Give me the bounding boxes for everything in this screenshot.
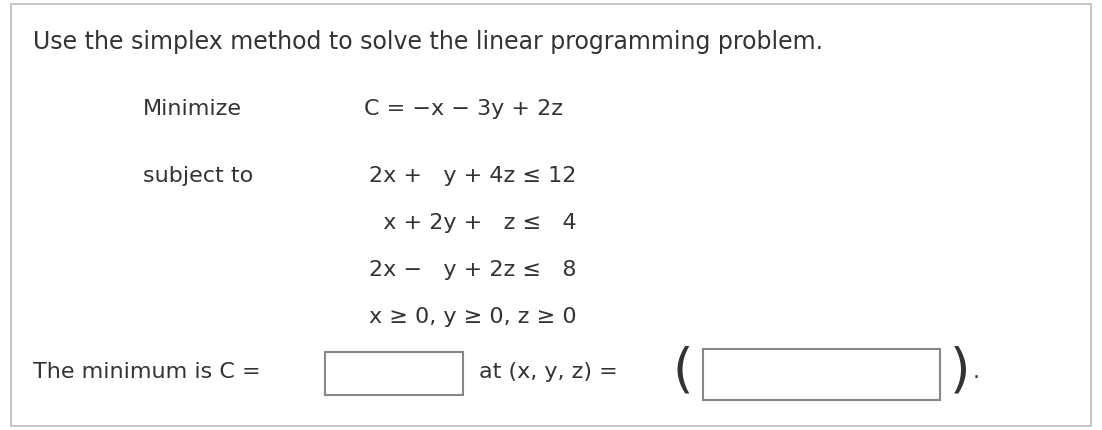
Text: x ≥ 0, y ≥ 0, z ≥ 0: x ≥ 0, y ≥ 0, z ≥ 0 bbox=[369, 307, 576, 328]
Text: x + 2y +   z ≤   4: x + 2y + z ≤ 4 bbox=[369, 213, 576, 233]
Text: Use the simplex method to solve the linear programming problem.: Use the simplex method to solve the line… bbox=[33, 30, 823, 54]
Text: Minimize: Minimize bbox=[143, 99, 242, 119]
Text: at (x, y, z) =: at (x, y, z) = bbox=[479, 362, 618, 382]
Text: 2x −   y + 2z ≤   8: 2x − y + 2z ≤ 8 bbox=[369, 260, 576, 280]
Text: The minimum is C =: The minimum is C = bbox=[33, 362, 261, 382]
FancyBboxPatch shape bbox=[11, 4, 1091, 426]
FancyBboxPatch shape bbox=[703, 349, 940, 400]
FancyBboxPatch shape bbox=[325, 352, 463, 395]
Text: 2x +   y + 4z ≤ 12: 2x + y + 4z ≤ 12 bbox=[369, 166, 576, 186]
Text: C = −x − 3y + 2z: C = −x − 3y + 2z bbox=[364, 99, 563, 119]
Text: ): ) bbox=[950, 346, 971, 398]
Text: (: ( bbox=[672, 346, 693, 398]
Text: subject to: subject to bbox=[143, 166, 253, 186]
Text: .: . bbox=[973, 362, 980, 382]
